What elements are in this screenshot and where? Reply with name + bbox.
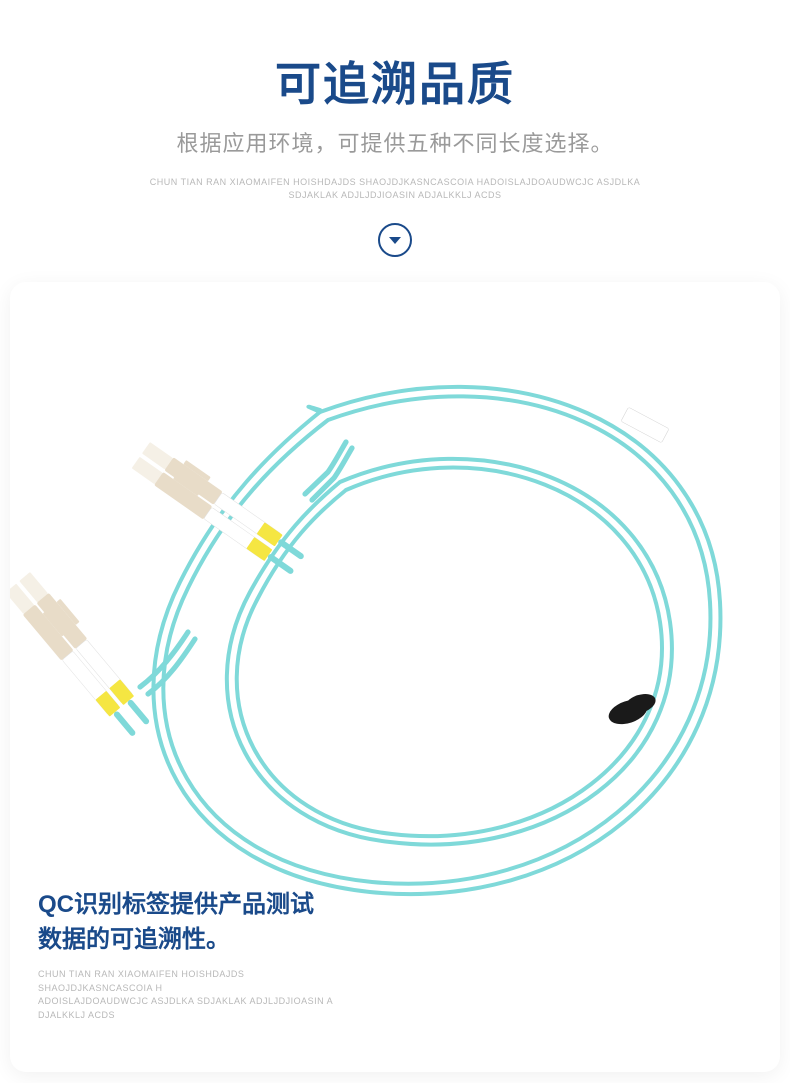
chevron-down-circle-icon (378, 223, 412, 257)
card-small-line3: DJALKKLJ ACDS (38, 1010, 115, 1020)
header-smalltext: CHUN TIAN RAN XIAOMAIFEN HOISHDAJDS SHAO… (0, 176, 790, 201)
card-small-line2: ADOISLAJDOAUDWCJC ASJDLKA SDJAKLAK ADJLJ… (38, 996, 333, 1006)
card-smalltext: CHUN TIAN RAN XIAOMAIFEN HOISHDAJDS SHAO… (38, 968, 358, 1022)
page-subtitle: 根据应用环境，可提供五种不同长度选择。 (0, 126, 790, 158)
product-card: QC识别标签提供产品测试 数据的可追溯性。 CHUN TIAN RAN XIAO… (10, 282, 780, 1072)
card-heading: QC识别标签提供产品测试 数据的可追溯性。 (38, 888, 358, 958)
small-line-1: CHUN TIAN RAN XIAOMAIFEN HOISHDAJDS SHAO… (150, 177, 640, 187)
page-header: 可追溯品质 根据应用环境，可提供五种不同长度选择。 CHUN TIAN RAN … (0, 0, 790, 257)
card-heading-line2: 数据的可追溯性。 (38, 926, 230, 953)
chevron-down-icon (387, 232, 403, 248)
card-heading-line1: QC识别标签提供产品测试 (38, 891, 314, 918)
card-text-block: QC识别标签提供产品测试 数据的可追溯性。 CHUN TIAN RAN XIAO… (38, 888, 358, 1022)
small-line-2: SDJAKLAK ADJLJDJIOASIN ADJALKKLJ ACDS (288, 190, 501, 200)
page-title: 可追溯品质 (0, 48, 790, 114)
down-indicator (0, 223, 790, 257)
card-small-line1: CHUN TIAN RAN XIAOMAIFEN HOISHDAJDS SHAO… (38, 969, 244, 993)
